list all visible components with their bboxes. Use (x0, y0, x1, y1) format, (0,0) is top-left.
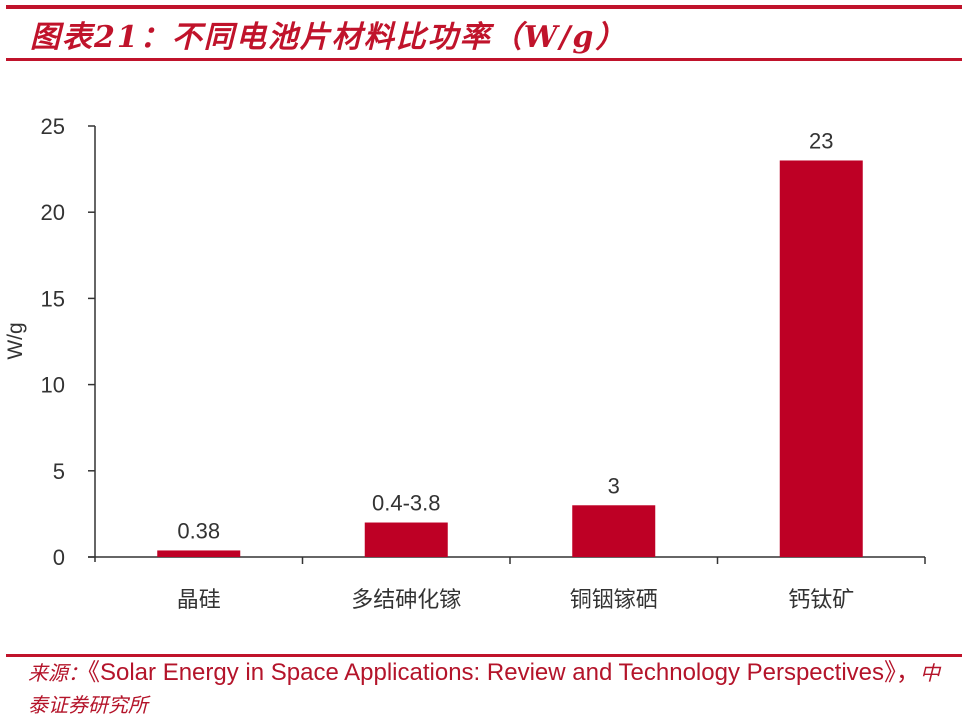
bar-4 (779, 160, 863, 558)
x-tick-label: 晶硅 (177, 588, 221, 613)
y-tick-label: 25 (41, 114, 65, 139)
y-tick-label: 15 (41, 286, 65, 311)
x-tick-label: 钙钛矿 (788, 588, 854, 613)
data-label: 3 (608, 473, 620, 498)
x-axis: 晶硅 多结砷化镓 铜铟镓硒 钙钛矿 (88, 556, 926, 613)
title-top-rule (6, 5, 962, 9)
x-tick-label: 铜铟镓硒 (570, 588, 658, 613)
bars (157, 160, 863, 558)
bar-3 (572, 505, 656, 557)
source-top-rule (6, 654, 962, 657)
y-tick-label: 0 (53, 545, 65, 570)
source-note: 来源：《Solar Energy in Space Applications: … (28, 657, 948, 721)
y-axis-label: W/g (4, 322, 27, 359)
bar-1 (157, 550, 241, 557)
y-tick-label: 20 (41, 200, 65, 225)
source-text: 《Solar Energy in Space Applications: Rev… (88, 659, 921, 686)
y-tick-label: 5 (53, 459, 65, 484)
bar-2 (364, 522, 448, 557)
data-label: 0.38 (177, 518, 220, 543)
y-axis: 0 5 10 15 20 25 (41, 114, 96, 570)
source-label: 来源： (28, 661, 88, 685)
title-bottom-rule (6, 58, 962, 61)
y-tick-label: 10 (41, 373, 65, 398)
data-label: 23 (809, 128, 833, 153)
chart-title: 图表21：不同电池片材料比功率（W/g） (30, 20, 628, 55)
data-label: 0.4-3.8 (372, 491, 441, 516)
source-org: 中泰证券研究所 (28, 661, 941, 717)
bar-chart: 0 5 10 15 20 25 晶硅 多结砷化镓 铜铟镓硒 钙钛矿 0.38 0.4-3.8 3 23… (4, 114, 926, 613)
data-labels: 0.38 0.4-3.8 3 23 (177, 128, 833, 543)
x-tick-label: 多结砷化镓 (351, 588, 461, 613)
